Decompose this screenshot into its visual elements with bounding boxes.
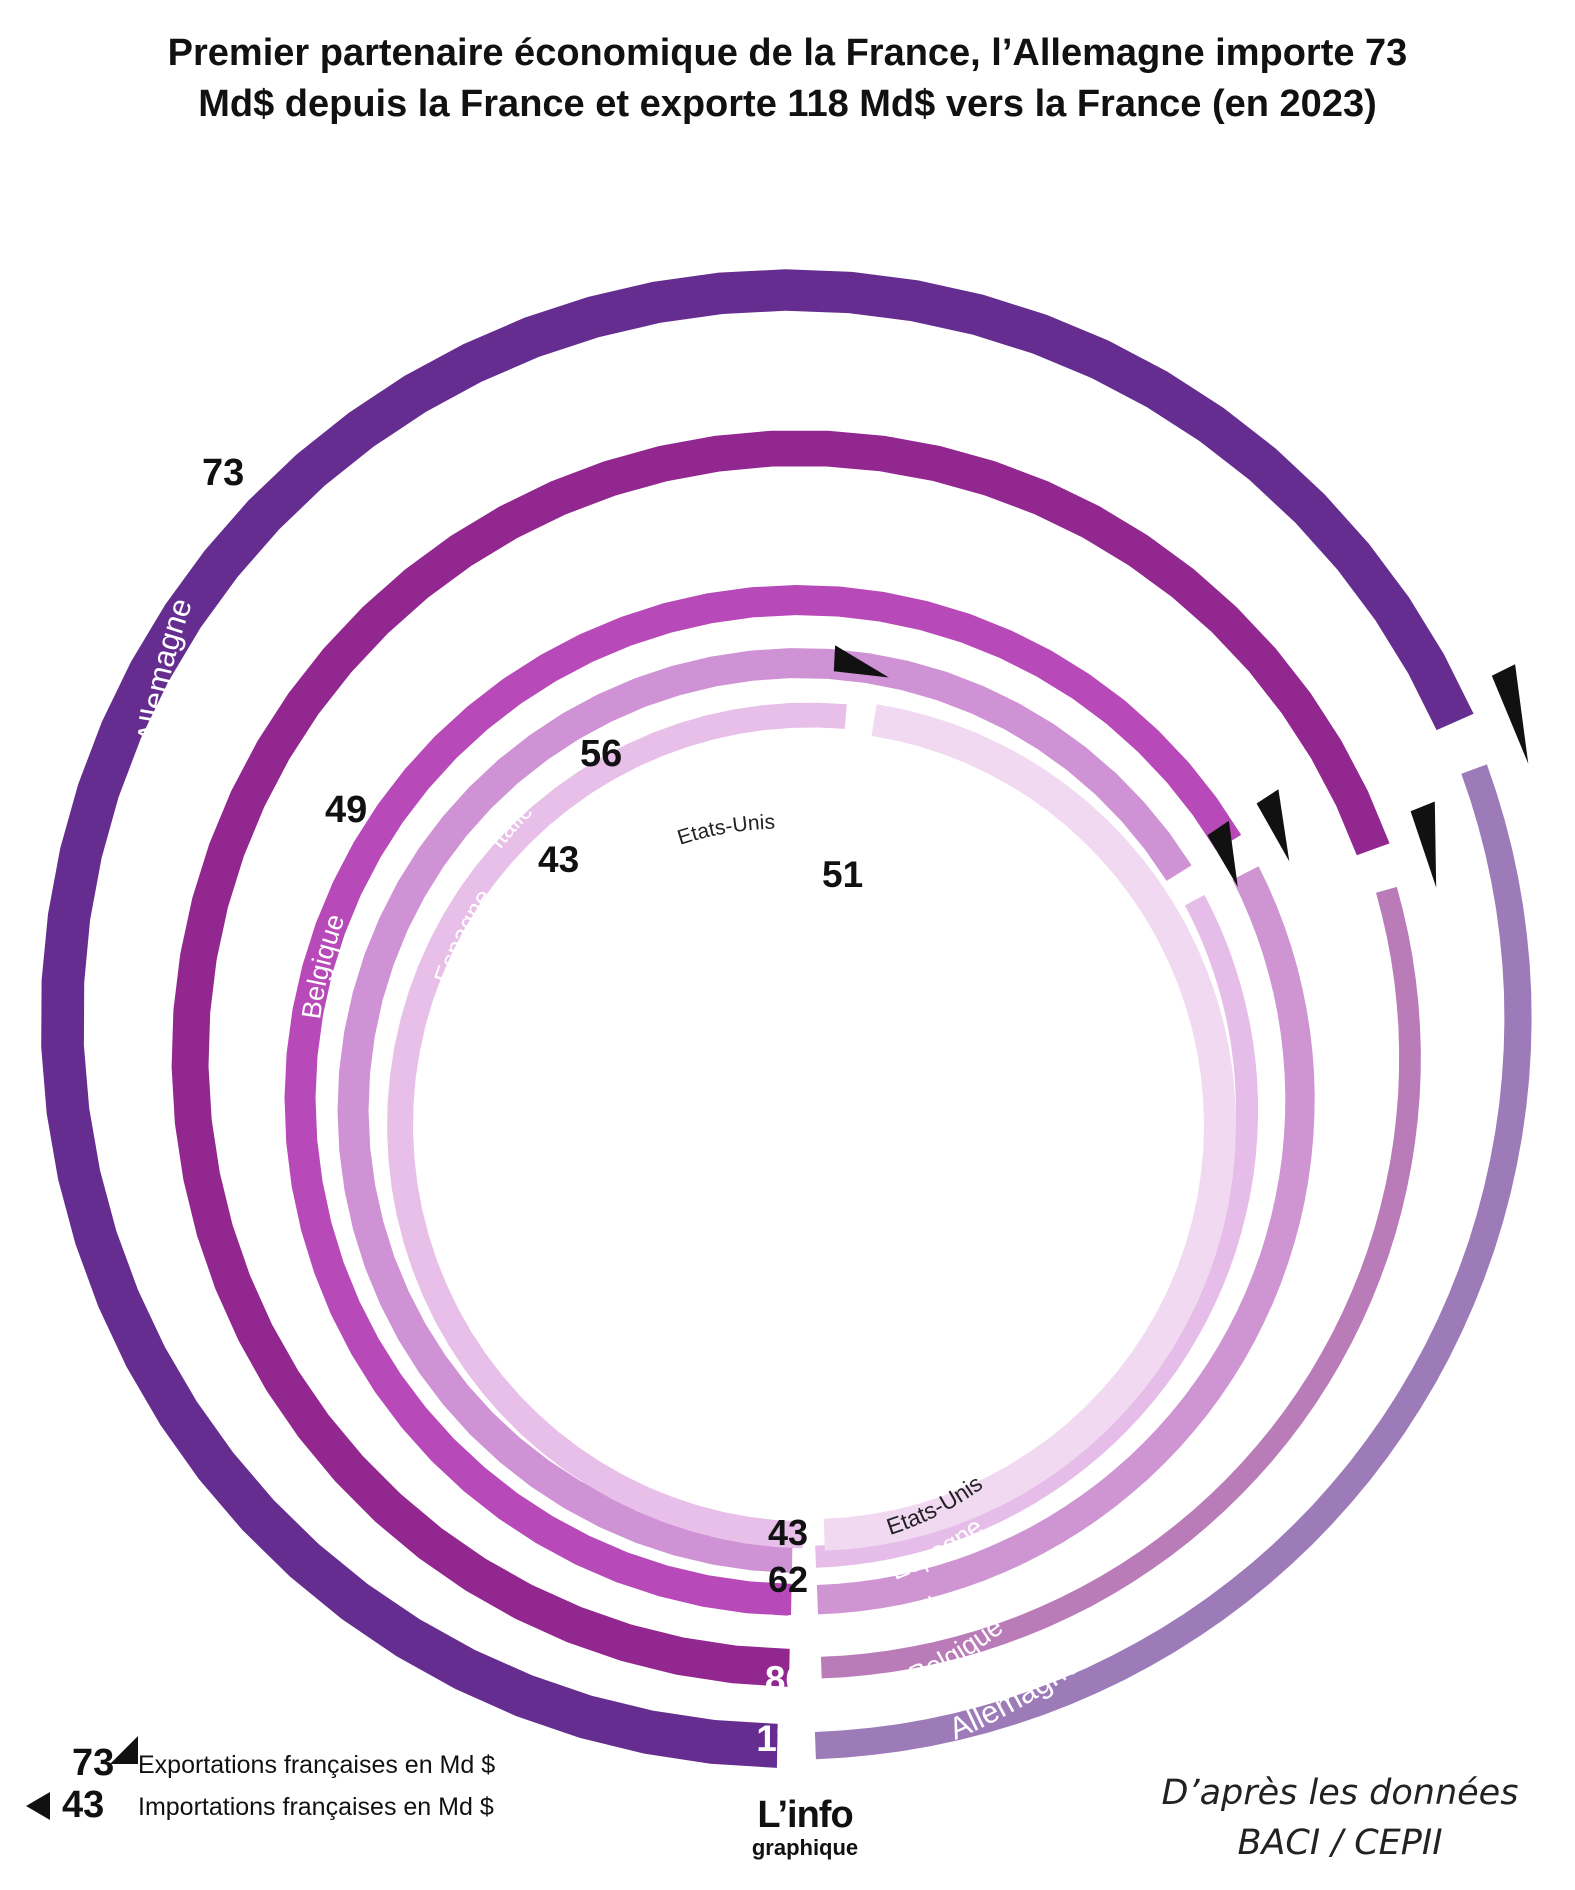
legend-export-label: Exportations françaises en Md $ [138, 1751, 496, 1779]
legend-item-exports: 73 Exportations françaises en Md $ [24, 1736, 584, 1786]
import-band-italie [284, 585, 1242, 1616]
export-value-belgique: 49 [325, 789, 367, 831]
brand-main: L’info [757, 1794, 853, 1836]
import-value-espagne: 62 [768, 1559, 808, 1600]
export-value-italie: 56 [580, 733, 622, 775]
export-band-italie [816, 866, 1315, 1615]
legend-export-value: 73 [72, 1742, 115, 1784]
import-value-belgique: 86 [765, 1659, 806, 1700]
export-arrow-icon [110, 1736, 138, 1764]
import-arrow-icon [26, 1792, 50, 1820]
source-line-2: BACI / CEPII [1237, 1823, 1443, 1863]
export-arrow-etats-unis [833, 645, 889, 678]
export-band-espagne [815, 894, 1258, 1568]
export-arrow-allemagne [1491, 664, 1529, 764]
import-value-allemagne: 118 [756, 1718, 816, 1759]
export-arrow-belgique [1410, 801, 1437, 888]
export-value-allemagne: 73 [202, 452, 244, 494]
legend-import-label: Importations françaises en Md $ [138, 1793, 494, 1821]
source-note: D’après les données BACI / CEPII [1120, 1768, 1560, 1868]
chart-title: Premier partenaire économique de la Fran… [167, 32, 1408, 125]
legend: 73 Exportations françaises en Md $ 43 Im… [24, 1736, 584, 1862]
source-line-1: D’après les données [1161, 1773, 1519, 1813]
export-value-espagne: 43 [538, 839, 579, 880]
export-arrow-italie [1256, 789, 1290, 862]
export-value-etats-unis: 51 [822, 854, 863, 895]
legend-item-imports: 43 Importations françaises en Md $ [24, 1784, 584, 1828]
brand-sub: graphique [751, 1835, 859, 1860]
export-arrow-espagne [1207, 820, 1238, 887]
import-value-italie: 61 [760, 1607, 800, 1648]
brand-logo: L’info graphique [725, 1795, 885, 1861]
ring-label-etats-unis-upper: Etats-Unis [675, 811, 776, 850]
import-value-etats-unis: 43 [768, 1512, 808, 1553]
legend-import-value: 43 [62, 1784, 105, 1826]
